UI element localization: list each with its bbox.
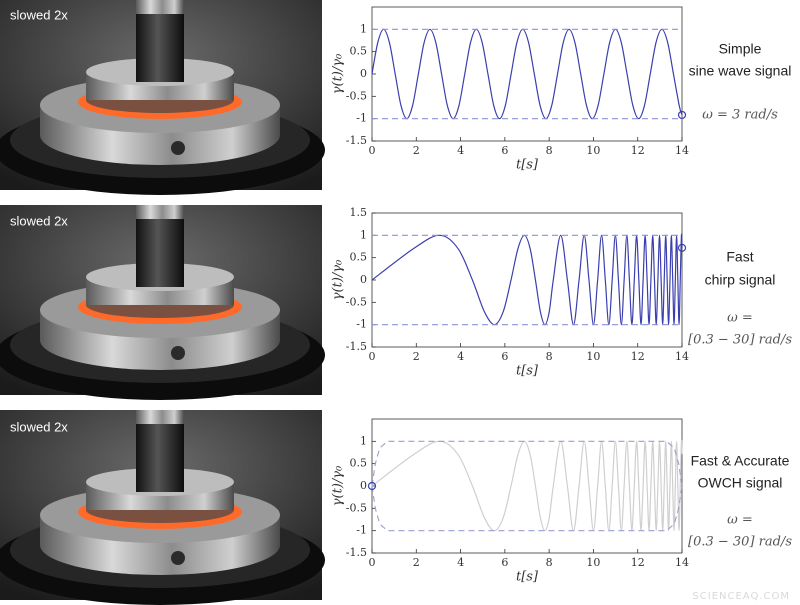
y-axis-label: γ(t)/γ₀ bbox=[331, 259, 346, 300]
annotation: sine wave signal bbox=[689, 63, 792, 79]
x-tick-label: 14 bbox=[675, 144, 689, 157]
signal-line bbox=[371, 28, 683, 120]
photo-label: slowed 2x bbox=[10, 7, 68, 22]
x-tick-label: 2 bbox=[413, 350, 420, 363]
photo-label: slowed 2x bbox=[10, 419, 68, 434]
y-tick-label: 0.5 bbox=[350, 45, 368, 58]
y-tick-label: -0.5 bbox=[346, 89, 367, 102]
x-tick-label: 6 bbox=[501, 556, 508, 569]
y-tick-label: 0 bbox=[360, 67, 367, 80]
x-tick-label: 0 bbox=[369, 556, 376, 569]
x-tick-label: 10 bbox=[586, 556, 600, 569]
y-tick-label: -0.5 bbox=[346, 295, 367, 308]
y-tick-label: 1 bbox=[360, 22, 367, 35]
x-tick-label: 0 bbox=[369, 144, 376, 157]
plot-frame bbox=[371, 418, 683, 554]
end-marker bbox=[677, 110, 687, 120]
annotation: OWCH signal bbox=[698, 475, 783, 491]
x-tick-label: 8 bbox=[546, 556, 553, 569]
x-axis-label: t[s] bbox=[516, 570, 539, 585]
y-tick-label: 1 bbox=[360, 434, 367, 447]
y-tick-label: 1 bbox=[360, 228, 367, 241]
y-tick-label: 1.5 bbox=[350, 206, 368, 219]
y-axis-label: γ(t)/γ₀ bbox=[331, 53, 346, 94]
x-tick-label: 4 bbox=[457, 144, 464, 157]
x-tick-label: 12 bbox=[631, 556, 645, 569]
y-tick-label: -0.5 bbox=[346, 501, 367, 514]
annotation: ω = bbox=[727, 311, 753, 326]
x-axis-label: t[s] bbox=[516, 364, 539, 379]
x-tick-label: 4 bbox=[457, 556, 464, 569]
annotation: Fast bbox=[726, 249, 753, 265]
y-tick-label: 0.5 bbox=[350, 251, 368, 264]
y-tick-label: -1 bbox=[356, 524, 367, 537]
annotation: chirp signal bbox=[705, 272, 776, 288]
x-tick-label: 8 bbox=[546, 144, 553, 157]
x-tick-label: 8 bbox=[546, 350, 553, 363]
photo bbox=[0, 410, 325, 605]
y-axis-label: γ(t)/γ₀ bbox=[331, 465, 346, 506]
y-tick-label: 0 bbox=[360, 273, 367, 286]
x-tick-label: 10 bbox=[586, 144, 600, 157]
x-tick-label: 2 bbox=[413, 144, 420, 157]
y-tick-label: -1.5 bbox=[346, 134, 367, 147]
plot-frame bbox=[371, 212, 683, 348]
x-tick-label: 14 bbox=[675, 350, 689, 363]
annotation: Fast & Accurate bbox=[691, 453, 790, 469]
x-tick-label: 2 bbox=[413, 556, 420, 569]
y-tick-label: -1.5 bbox=[346, 546, 367, 559]
watermark: SCIENCEAQ.COM bbox=[692, 591, 790, 602]
reference-line bbox=[371, 440, 683, 487]
annotation: ω = bbox=[727, 513, 753, 528]
y-tick-label: -1 bbox=[356, 318, 367, 331]
x-tick-label: 12 bbox=[631, 350, 645, 363]
x-tick-label: 12 bbox=[631, 144, 645, 157]
end-marker bbox=[677, 243, 687, 252]
photo-label: slowed 2x bbox=[10, 213, 68, 228]
x-tick-label: 4 bbox=[457, 350, 464, 363]
y-tick-label: -1 bbox=[356, 112, 367, 125]
x-tick-label: 14 bbox=[675, 556, 689, 569]
y-tick-label: -1.5 bbox=[346, 340, 367, 353]
photo bbox=[0, 0, 325, 195]
x-axis-label: t[s] bbox=[516, 158, 539, 173]
x-tick-label: 6 bbox=[501, 350, 508, 363]
reference-line bbox=[371, 485, 683, 532]
x-tick-label: 10 bbox=[586, 350, 600, 363]
x-tick-label: 6 bbox=[501, 144, 508, 157]
photo bbox=[0, 205, 325, 400]
annotation: [0.3 − 30] rad/s bbox=[688, 333, 792, 348]
end-marker bbox=[367, 481, 377, 491]
x-tick-label: 0 bbox=[369, 350, 376, 363]
annotation: [0.3 − 30] rad/s bbox=[688, 535, 792, 550]
annotation: ω = 3 rad/s bbox=[702, 108, 778, 123]
signal-line bbox=[371, 439, 683, 532]
y-tick-label: 0 bbox=[360, 479, 367, 492]
annotation: Simple bbox=[719, 41, 762, 57]
y-tick-label: 0.5 bbox=[350, 457, 368, 470]
